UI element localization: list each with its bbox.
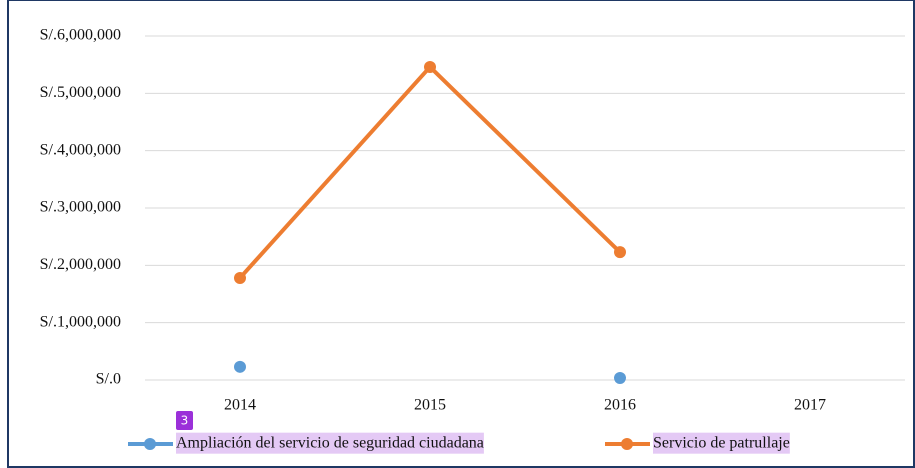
y-tick-label: S/.2,000,000 — [40, 256, 121, 273]
x-tick-label: 2014 — [224, 397, 256, 414]
legend-item: Servicio de patrullaje — [605, 432, 790, 454]
legend-item: Ampliación del servicio de seguridad ciu… — [128, 432, 484, 454]
y-tick-label: S/.0 — [96, 371, 121, 388]
data-point — [234, 360, 246, 373]
legend-highlight — [653, 432, 790, 454]
y-tick-label: S/.5,000,000 — [40, 84, 121, 101]
y-tick-label: S/.4,000,000 — [40, 141, 121, 158]
series-line — [238, 64, 622, 280]
y-tick-label: S/.3,000,000 — [40, 199, 121, 216]
legend-highlight — [176, 432, 484, 454]
y-tick-label: S/.6,000,000 — [40, 27, 121, 44]
data-point — [614, 371, 626, 384]
legend-marker — [621, 438, 633, 450]
legend-label: Servicio de patrullaje — [653, 435, 790, 452]
x-tick-label: 2015 — [414, 397, 446, 414]
data-point — [614, 246, 626, 259]
annotation-badge-bg — [176, 411, 193, 430]
x-tick-label: 2016 — [604, 397, 636, 414]
legend-marker — [144, 438, 156, 450]
x-tick-label: 2017 — [794, 397, 826, 414]
data-point — [234, 271, 246, 284]
data-point — [424, 60, 436, 73]
legend-label: Ampliación del servicio de seguridad ciu… — [176, 435, 484, 452]
annotation-badge: 3 — [181, 414, 189, 428]
chart-frame — [7, 0, 915, 468]
y-tick-label: S/.1,000,000 — [40, 313, 121, 330]
